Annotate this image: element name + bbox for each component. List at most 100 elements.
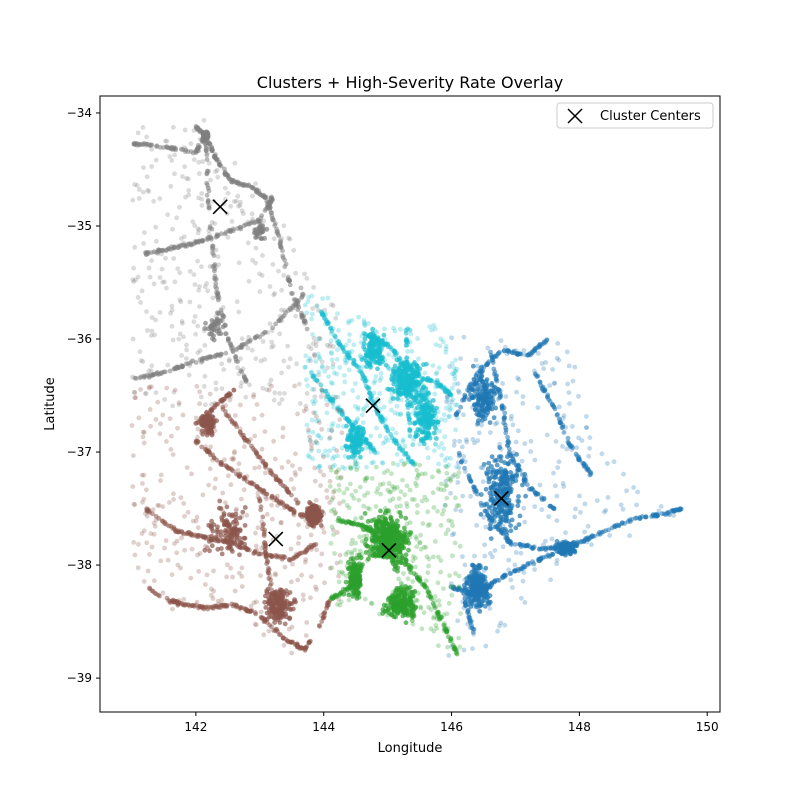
data-point xyxy=(621,471,626,477)
data-point xyxy=(486,599,491,605)
data-point xyxy=(169,433,174,439)
data-point xyxy=(307,454,312,460)
data-point xyxy=(548,577,553,583)
data-point xyxy=(344,416,350,422)
data-point xyxy=(479,377,485,383)
data-point xyxy=(507,571,513,576)
data-point xyxy=(353,457,358,463)
data-point xyxy=(487,606,493,611)
data-point xyxy=(468,598,473,604)
data-point xyxy=(620,506,626,512)
data-point xyxy=(172,279,178,285)
data-point xyxy=(462,562,468,568)
data-point xyxy=(501,485,507,491)
data-point xyxy=(177,297,183,303)
data-point xyxy=(312,465,318,471)
data-point xyxy=(482,603,488,609)
data-point xyxy=(536,344,541,350)
data-point xyxy=(189,546,195,552)
data-point xyxy=(616,522,622,528)
data-point xyxy=(427,377,433,383)
data-point xyxy=(146,368,152,374)
data-point xyxy=(419,429,425,435)
data-point xyxy=(378,375,384,381)
data-point xyxy=(257,231,263,236)
data-point xyxy=(252,433,258,439)
data-point xyxy=(271,438,276,444)
data-point xyxy=(239,208,245,214)
data-point xyxy=(216,232,221,238)
data-point xyxy=(270,325,276,331)
data-point xyxy=(267,321,273,327)
data-point xyxy=(329,427,335,433)
data-point xyxy=(263,554,269,559)
data-point xyxy=(188,575,194,581)
data-point xyxy=(514,389,519,395)
data-point xyxy=(276,233,282,239)
data-point xyxy=(566,363,572,369)
data-point xyxy=(230,468,236,474)
data-point xyxy=(197,284,202,289)
data-point xyxy=(197,389,203,395)
data-point xyxy=(449,371,455,377)
data-point xyxy=(169,323,175,329)
data-point xyxy=(296,535,302,540)
data-point xyxy=(308,595,313,601)
data-point xyxy=(309,293,315,299)
data-point xyxy=(390,426,395,432)
data-point xyxy=(137,187,142,192)
data-point xyxy=(425,455,431,461)
data-point xyxy=(489,354,495,360)
data-point xyxy=(385,437,391,443)
data-point xyxy=(252,230,257,236)
data-point xyxy=(130,277,136,282)
data-point xyxy=(492,507,498,512)
data-point xyxy=(331,404,336,410)
data-point xyxy=(537,482,543,488)
data-point xyxy=(348,428,353,433)
data-point xyxy=(178,146,184,152)
data-point xyxy=(546,514,552,519)
data-point xyxy=(424,445,430,451)
data-point xyxy=(311,401,317,407)
data-point xyxy=(306,358,311,363)
data-point xyxy=(578,509,583,515)
data-point xyxy=(483,486,489,492)
data-point xyxy=(473,357,479,363)
data-point xyxy=(162,279,167,285)
data-point xyxy=(395,396,400,401)
data-point xyxy=(438,336,444,342)
data-point xyxy=(339,430,345,436)
data-point xyxy=(197,401,203,407)
data-point xyxy=(229,456,235,462)
data-point xyxy=(528,438,534,444)
data-point xyxy=(520,400,526,406)
data-point xyxy=(476,418,481,423)
data-point xyxy=(194,384,200,389)
data-point xyxy=(649,514,655,519)
data-point xyxy=(500,381,505,386)
data-point xyxy=(442,457,448,463)
data-point xyxy=(491,415,497,421)
data-point xyxy=(140,434,146,440)
data-point xyxy=(303,645,309,651)
data-point xyxy=(253,543,259,549)
data-point xyxy=(204,192,210,198)
data-point xyxy=(296,522,301,528)
data-point xyxy=(442,388,448,394)
data-point xyxy=(141,472,147,478)
data-point xyxy=(273,572,279,578)
data-point xyxy=(160,412,166,418)
data-point xyxy=(147,407,153,412)
data-point xyxy=(352,381,358,386)
data-point xyxy=(279,465,285,470)
data-point xyxy=(535,405,541,410)
data-point xyxy=(423,405,428,411)
data-point xyxy=(205,288,211,294)
data-point xyxy=(385,344,391,350)
data-point xyxy=(380,441,386,446)
data-point xyxy=(298,285,304,291)
data-point xyxy=(180,174,185,179)
data-point xyxy=(286,364,291,370)
